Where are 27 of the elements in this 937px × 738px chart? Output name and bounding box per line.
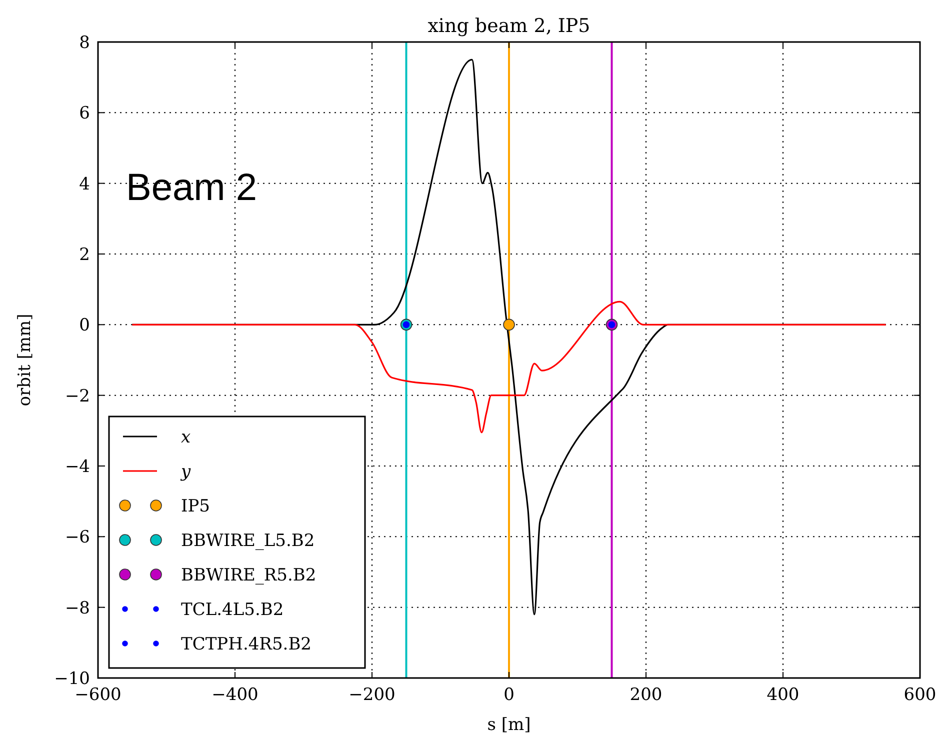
x-tick-label: −400 bbox=[212, 685, 258, 705]
x-tick-label: 200 bbox=[630, 685, 662, 705]
y-tick-label: 0 bbox=[79, 316, 90, 336]
y-tick-label: 6 bbox=[79, 104, 90, 124]
legend-label: TCTPH.4R5.B2 bbox=[181, 634, 312, 654]
x-tick-label: −200 bbox=[348, 685, 396, 705]
y-tick-label: 2 bbox=[79, 245, 90, 265]
y-tick-label: 4 bbox=[79, 174, 90, 194]
legend-label: BBWIRE_L5.B2 bbox=[181, 531, 315, 551]
legend-label: TCL.4L5.B2 bbox=[181, 600, 284, 620]
legend-label: x bbox=[181, 428, 191, 448]
x-tick-label: 600 bbox=[904, 685, 936, 705]
y-tick-label: −4 bbox=[64, 457, 90, 477]
y-axis-title: orbit [mm] bbox=[15, 314, 35, 406]
legend-label: BBWIRE_R5.B2 bbox=[181, 566, 316, 586]
y-tick-label: −8 bbox=[64, 598, 90, 618]
annotation: Beam 2 bbox=[126, 167, 257, 209]
x-tick-label: 400 bbox=[766, 685, 800, 705]
y-tick-label: 8 bbox=[79, 33, 90, 53]
x-tick-label: 0 bbox=[504, 685, 514, 705]
y-tick-label: −2 bbox=[64, 386, 90, 406]
x-axis-title: s [m] bbox=[487, 715, 531, 735]
line-series bbox=[131, 300, 887, 434]
legend-label: IP5 bbox=[181, 496, 210, 516]
chart-title: xing beam 2, IP5 bbox=[428, 15, 590, 37]
legend-label: y bbox=[180, 462, 191, 482]
y-tick-label: −6 bbox=[64, 528, 90, 548]
